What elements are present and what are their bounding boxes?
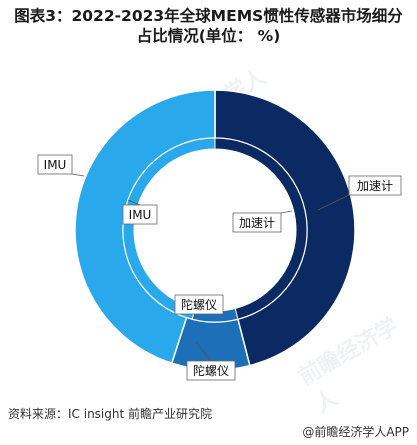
callout-leader-line: [195, 341, 212, 362]
callout-box: [348, 175, 402, 196]
callout-box: [174, 294, 224, 315]
callout-box: [37, 154, 73, 175]
callout-label: 加速计: [239, 216, 275, 230]
donut-hole: [134, 149, 296, 311]
callout-label: IMU: [44, 158, 67, 172]
chart-title: 图表3：2022-2023年全球MEMS惯性传感器市场细分 占比情况(单位： %…: [8, 6, 409, 46]
callout-box: [122, 204, 158, 225]
title-line-2: 占比情况(单位： %): [136, 27, 281, 45]
source-note: 资料来源：IC insight 前瞻产业研究院: [8, 407, 213, 421]
brand-label: @前瞻经济学人APP: [302, 425, 409, 439]
callout-leader-line: [193, 313, 200, 319]
callout-leader-line: [71, 173, 85, 177]
callout-label: 陀螺仪: [193, 363, 229, 378]
callout-leader-line: [317, 194, 350, 211]
callout-box: [186, 360, 236, 381]
callout-box: [232, 212, 282, 233]
outer-ring: [74, 89, 356, 371]
callout-leader-line: [127, 199, 141, 206]
callout-leader-line: [280, 210, 293, 214]
callout-label: 陀螺仪: [181, 297, 217, 312]
title-line-1: 图表3：2022-2023年全球MEMS惯性传感器市场细分: [14, 7, 403, 25]
callout-label: 加速计: [357, 179, 393, 193]
callout-label: IMU: [129, 208, 152, 222]
